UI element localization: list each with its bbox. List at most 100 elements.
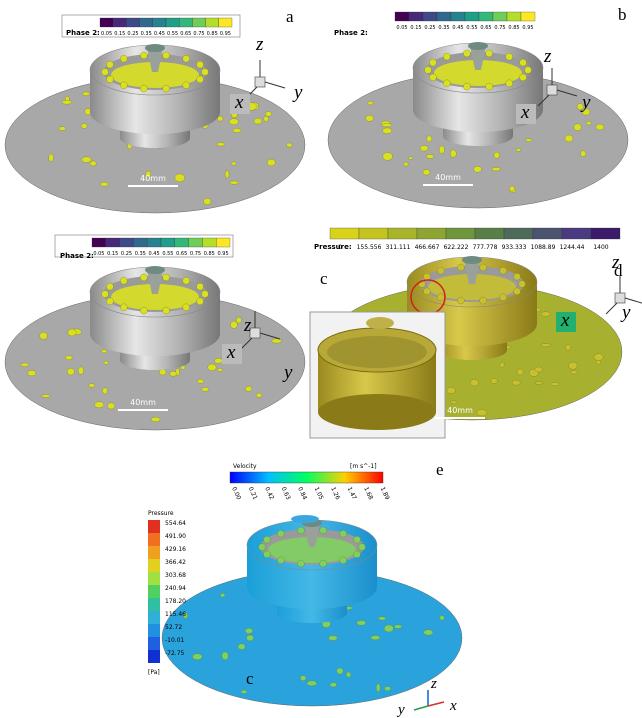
droplet xyxy=(541,344,551,347)
droplet xyxy=(426,154,434,158)
pressure-tick: 366.42 xyxy=(165,559,186,566)
legend-swatch xyxy=(189,238,203,247)
rim-droplet xyxy=(202,69,209,76)
droplet xyxy=(394,625,401,629)
axis-x-label: x xyxy=(520,102,530,123)
legend-tick: 466.667 xyxy=(415,244,440,251)
droplet xyxy=(272,339,282,343)
rim-droplet xyxy=(486,83,493,90)
droplet xyxy=(474,166,482,172)
axis-x-label: x xyxy=(560,310,570,331)
rim-droplet xyxy=(183,55,190,62)
rim-droplet xyxy=(140,52,147,59)
rim-droplet xyxy=(163,52,170,59)
pressure-tick: 240.94 xyxy=(165,585,186,592)
legend-swatch xyxy=(133,238,147,247)
axis-cube xyxy=(250,328,260,338)
droplet xyxy=(78,367,84,374)
droplet xyxy=(197,379,204,383)
legend-swatch xyxy=(437,12,451,21)
droplet xyxy=(596,124,604,130)
droplet xyxy=(233,128,241,132)
legend-tick: 0.05 xyxy=(396,25,407,31)
droplet xyxy=(526,139,532,142)
rim-droplet xyxy=(437,267,444,274)
rim-droplet xyxy=(359,544,366,551)
legend-tick: 0.85 xyxy=(508,25,519,31)
pressure-tick: 429.16 xyxy=(165,546,186,553)
rim-droplet xyxy=(163,85,170,92)
velocity-title: Velocity xyxy=(233,463,257,470)
droplet xyxy=(512,380,520,385)
rim-droplet xyxy=(120,82,127,89)
droplet xyxy=(307,681,317,686)
legend-swatch xyxy=(140,18,153,27)
legend-tick: 0.65 xyxy=(176,251,187,257)
legend-swatch xyxy=(120,238,134,247)
droplet xyxy=(229,181,238,184)
inset-bottom xyxy=(318,394,436,430)
rim-droplet xyxy=(277,557,284,564)
legend-tick: 0.45 xyxy=(149,251,160,257)
rim-droplet xyxy=(320,560,327,567)
droplet xyxy=(170,371,177,376)
rim-droplet xyxy=(480,297,487,304)
droplet xyxy=(222,652,229,660)
rim-droplet xyxy=(277,530,284,537)
legend-tick: 155.556 xyxy=(357,244,382,251)
legend-tick: 0.75 xyxy=(193,31,204,37)
droplet xyxy=(470,379,478,386)
rim-droplet xyxy=(463,50,470,57)
legend-swatch xyxy=(106,238,120,247)
legend-tick: 0.25 xyxy=(121,251,132,257)
droplet xyxy=(245,628,252,633)
axis-z-label: z xyxy=(543,46,552,67)
droplet xyxy=(517,369,523,375)
velocity-tick: 1.68 xyxy=(362,486,374,501)
droplet xyxy=(346,672,351,677)
droplet xyxy=(330,683,337,687)
droplet xyxy=(95,402,104,408)
rim-droplet xyxy=(197,61,204,68)
droplet xyxy=(59,127,66,131)
rim-droplet xyxy=(320,527,327,534)
droplet xyxy=(574,124,582,131)
nozzle-top xyxy=(145,44,165,52)
pressure-swatch xyxy=(148,585,160,598)
droplet xyxy=(594,354,603,361)
legend-swatch xyxy=(395,12,409,21)
pressure-swatch xyxy=(148,572,160,585)
droplet xyxy=(366,115,374,121)
legend-tick: 0.25 xyxy=(127,31,138,37)
legend-title: Phase 2: xyxy=(66,29,100,37)
velocity-tick: 0.42 xyxy=(263,486,275,501)
legend-swatch xyxy=(446,228,475,239)
nozzle-top xyxy=(468,42,488,50)
rim-droplet xyxy=(106,283,113,290)
axis-y-label: y xyxy=(292,82,303,103)
droplet xyxy=(383,128,392,134)
pressure-swatch xyxy=(148,520,160,533)
droplet xyxy=(102,388,107,394)
legend-swatch xyxy=(591,228,620,239)
rim-droplet xyxy=(423,273,430,280)
cup-bottom xyxy=(247,565,377,609)
droplet xyxy=(491,378,498,383)
legend-swatch xyxy=(423,12,437,21)
legend-swatch xyxy=(147,238,161,247)
pressure-tick: 178.20 xyxy=(165,598,186,605)
legend-tick: 0.55 xyxy=(466,25,477,31)
rim-droplet xyxy=(120,55,127,62)
axis-y xyxy=(265,82,285,88)
legend-swatch xyxy=(92,238,106,247)
rim-droplet xyxy=(486,50,493,57)
legend-tick: 0.95 xyxy=(220,31,231,37)
nozzle-top xyxy=(462,256,482,264)
scale-label: 40mm xyxy=(435,173,461,182)
legend-tick: 0.35 xyxy=(135,251,146,257)
velocity-tick: 1.05 xyxy=(313,486,325,501)
droplet xyxy=(229,119,238,125)
velocity-tick: 1.47 xyxy=(346,486,358,501)
axis-z-label: z xyxy=(430,676,437,692)
rim-droplet xyxy=(443,80,450,87)
